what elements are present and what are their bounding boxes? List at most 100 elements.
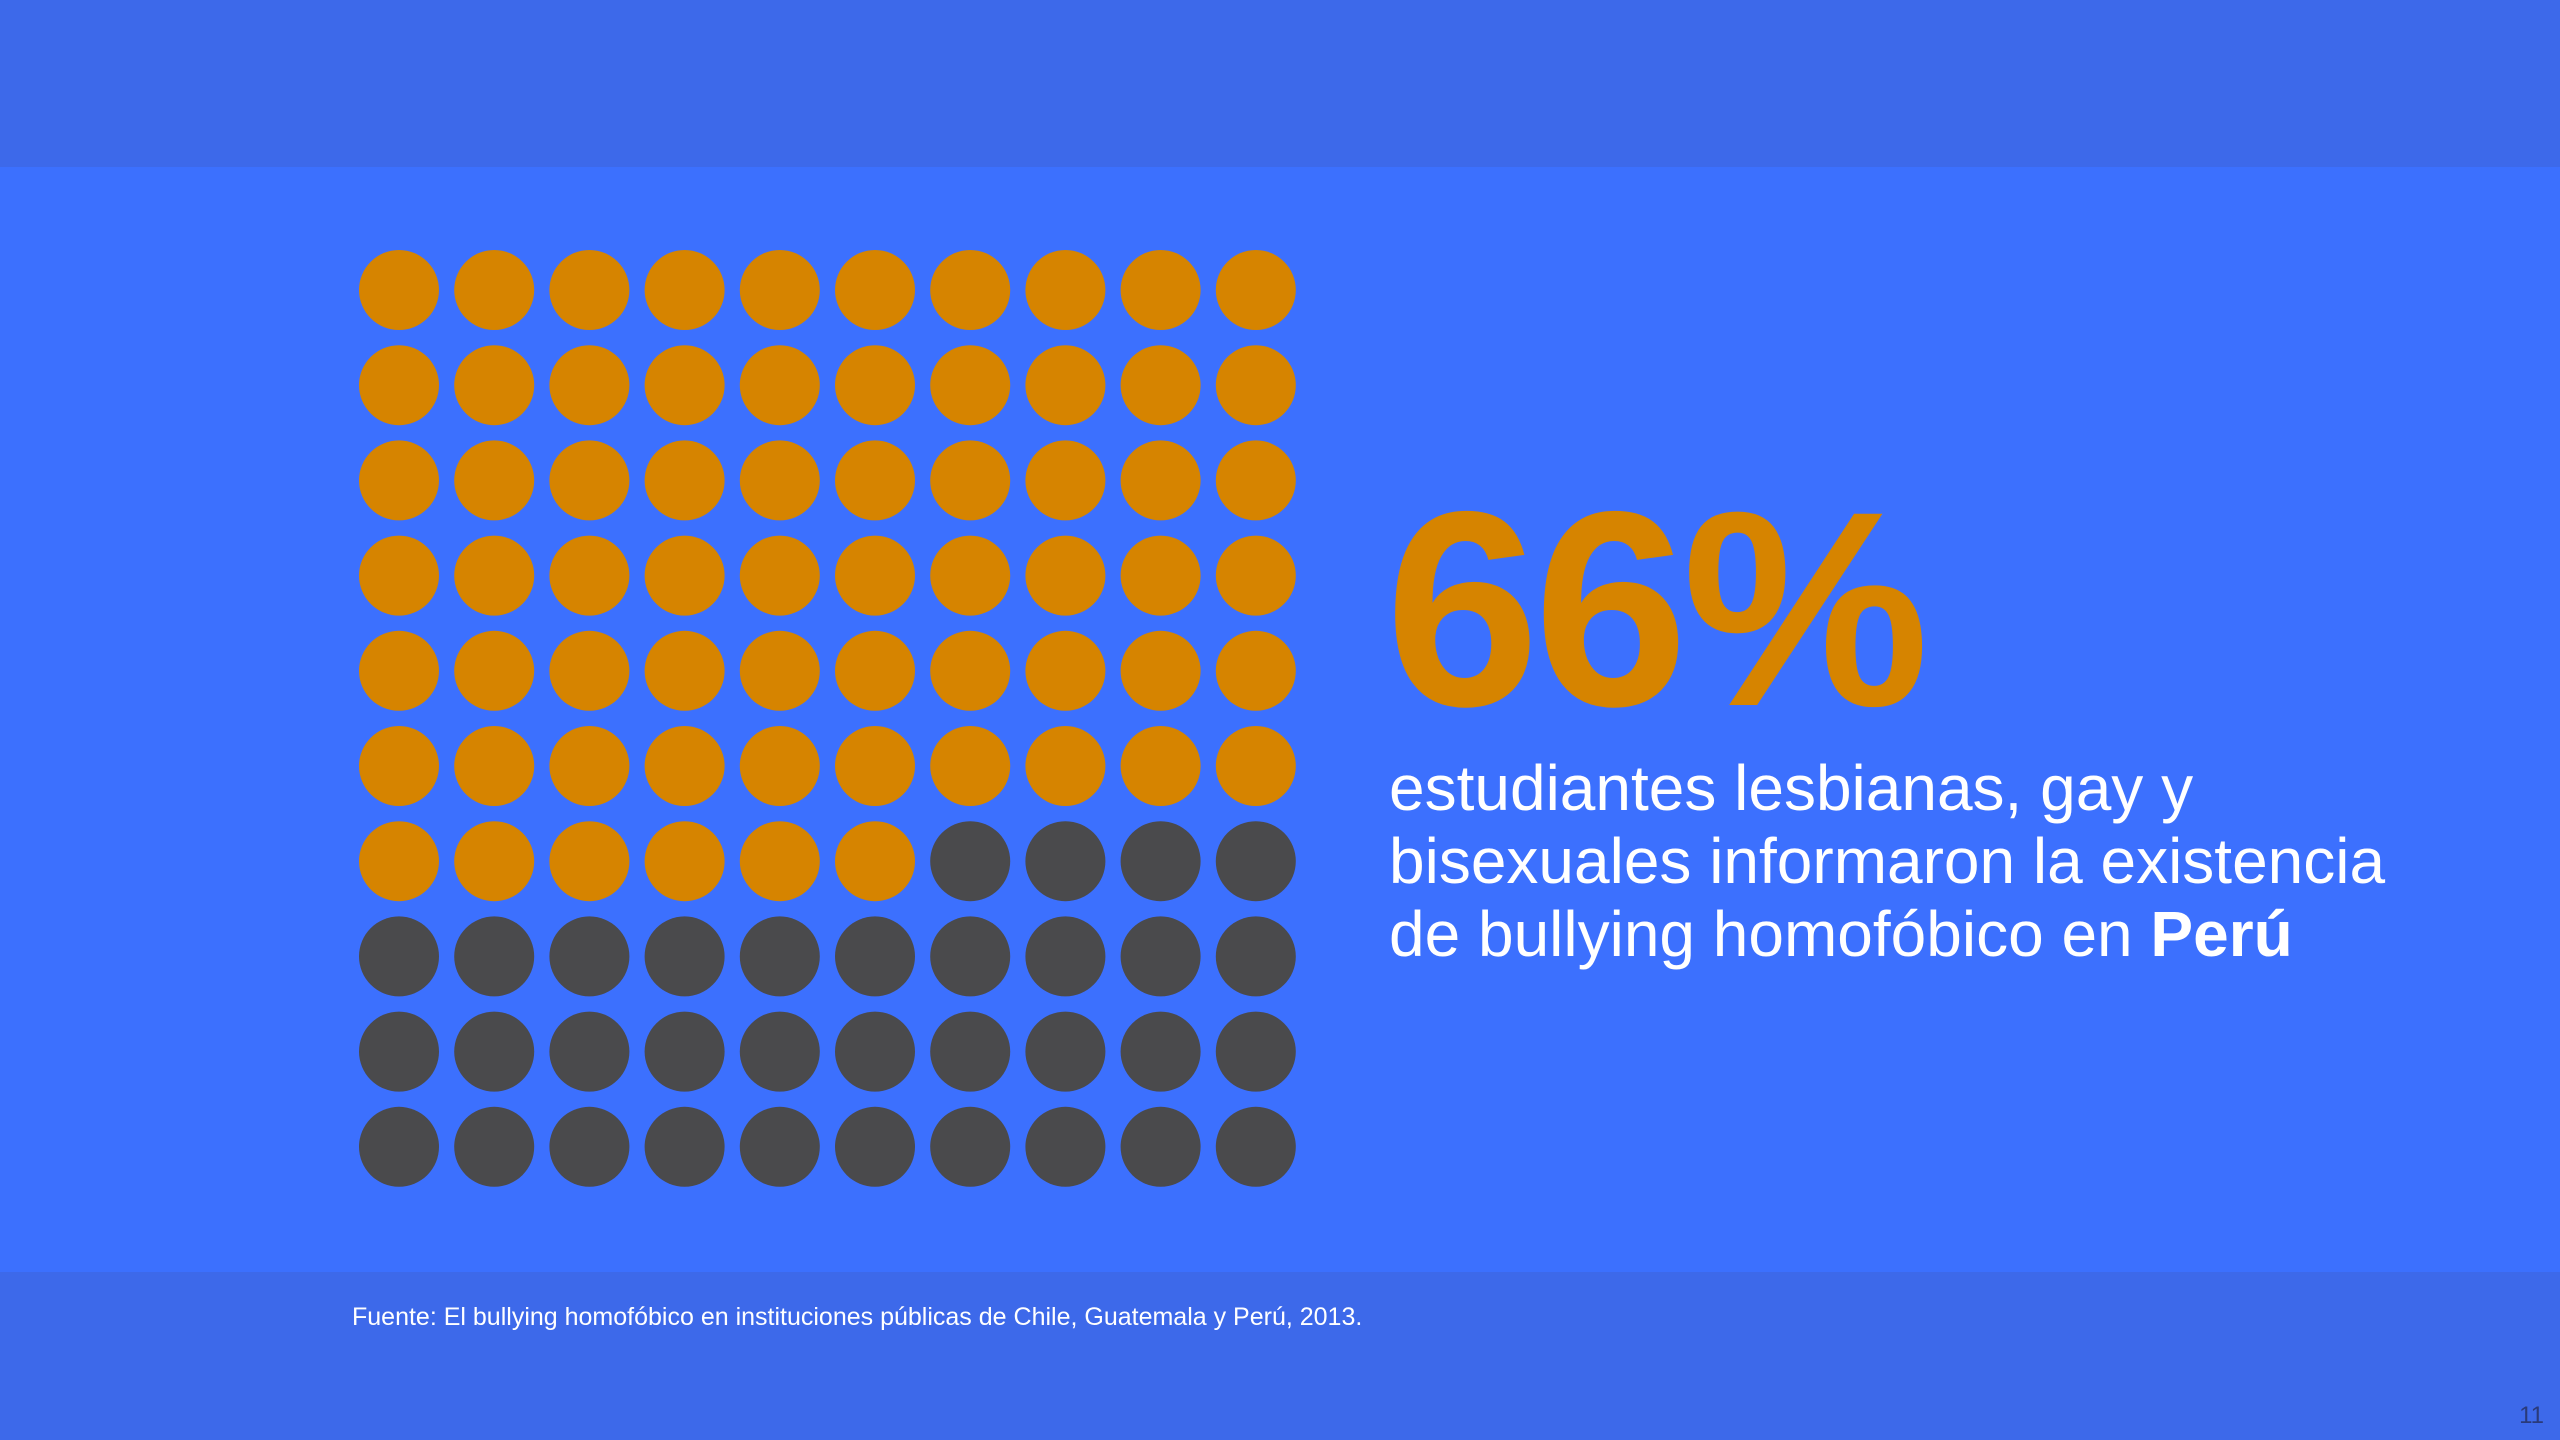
waffle-dot-highlighted: [549, 440, 630, 521]
description-bold-word: Perú: [2150, 898, 2293, 970]
waffle-dot-highlighted: [835, 440, 915, 521]
waffle-dot-highlighted: [739, 726, 820, 806]
waffle-dot: [930, 1106, 1011, 1187]
waffle-dot: [1215, 1106, 1296, 1187]
waffle-dot: [835, 916, 915, 997]
waffle-dot-highlighted: [739, 821, 820, 902]
waffle-dot: [549, 1011, 630, 1092]
waffle-dot: [644, 1106, 725, 1187]
waffle-dot-highlighted: [1215, 250, 1296, 330]
waffle-dot: [549, 1106, 630, 1187]
waffle-dot-highlighted: [739, 250, 820, 330]
waffle-dot-highlighted: [359, 440, 439, 521]
waffle-dot-highlighted: [739, 535, 820, 616]
waffle-dot-highlighted: [549, 726, 630, 806]
waffle-dot: [930, 916, 1011, 997]
waffle-dot-highlighted: [1025, 726, 1106, 806]
waffle-dot-highlighted: [930, 630, 1011, 711]
waffle-dot: [1120, 916, 1201, 997]
source-note: Fuente: El bullying homofóbico en instit…: [352, 1303, 1363, 1331]
waffle-dot-highlighted: [644, 726, 725, 806]
waffle-dot-highlighted: [359, 250, 439, 330]
waffle-dot-highlighted: [644, 821, 725, 902]
waffle-dot: [359, 916, 439, 997]
waffle-dot-highlighted: [930, 250, 1011, 330]
waffle-dot-highlighted: [1120, 535, 1201, 616]
waffle-dot-highlighted: [644, 630, 725, 711]
description-line-3: de bullying homofóbico en: [1389, 898, 2151, 970]
waffle-dot: [1025, 916, 1106, 997]
waffle-dot-highlighted: [454, 535, 535, 616]
waffle-dot-highlighted: [1025, 345, 1106, 426]
waffle-dot-highlighted: [644, 535, 725, 616]
waffle-dot-highlighted: [1025, 630, 1106, 711]
waffle-dot-highlighted: [930, 440, 1011, 521]
waffle-dot-highlighted: [454, 250, 535, 330]
waffle-dot: [1215, 1011, 1296, 1092]
waffle-dot-highlighted: [930, 535, 1011, 616]
waffle-dot-highlighted: [1120, 726, 1201, 806]
waffle-dot-highlighted: [1025, 250, 1106, 330]
waffle-dot: [359, 1106, 439, 1187]
waffle-dot-highlighted: [835, 250, 915, 330]
waffle-dot-highlighted: [1025, 535, 1106, 616]
waffle-dot-highlighted: [1120, 440, 1201, 521]
waffle-dot: [739, 1011, 820, 1092]
waffle-dot: [1120, 1011, 1201, 1092]
waffle-dot-highlighted: [835, 535, 915, 616]
percent-value: 66%: [1385, 453, 1929, 764]
waffle-dot-highlighted: [454, 345, 535, 426]
waffle-dot: [644, 1011, 725, 1092]
waffle-dot-highlighted: [1215, 726, 1296, 806]
waffle-dot-highlighted: [549, 821, 630, 902]
waffle-dot: [359, 1011, 439, 1092]
waffle-dot: [930, 821, 1011, 902]
waffle-dot: [739, 916, 820, 997]
waffle-dot-highlighted: [1120, 345, 1201, 426]
waffle-dot-highlighted: [359, 726, 439, 806]
waffle-dot: [1025, 821, 1106, 902]
waffle-dot: [930, 1011, 1011, 1092]
waffle-dot: [835, 1011, 915, 1092]
waffle-dot-highlighted: [549, 345, 630, 426]
waffle-dot-highlighted: [739, 630, 820, 711]
waffle-dot: [454, 1011, 535, 1092]
waffle-dot: [1025, 1106, 1106, 1187]
waffle-dot-highlighted: [454, 726, 535, 806]
waffle-dot-highlighted: [549, 630, 630, 711]
waffle-chart: [359, 250, 1296, 1187]
waffle-dot-highlighted: [835, 726, 915, 806]
waffle-dot: [549, 916, 630, 997]
waffle-dot: [1120, 821, 1201, 902]
waffle-dot-highlighted: [1215, 630, 1296, 711]
waffle-dot-highlighted: [739, 440, 820, 521]
waffle-dot-highlighted: [930, 726, 1011, 806]
waffle-dot: [644, 916, 725, 997]
waffle-dot: [1215, 821, 1296, 902]
waffle-dot-highlighted: [549, 250, 630, 330]
waffle-dot-highlighted: [359, 535, 439, 616]
top-band: [0, 0, 2560, 167]
waffle-dot: [1025, 1011, 1106, 1092]
waffle-dot-highlighted: [739, 345, 820, 426]
waffle-dot: [835, 1106, 915, 1187]
waffle-dot: [454, 916, 535, 997]
description-line-2: bisexuales informaron la existencia: [1389, 825, 2386, 897]
waffle-dot-highlighted: [930, 345, 1011, 426]
waffle-dot-highlighted: [644, 345, 725, 426]
waffle-dot-highlighted: [835, 345, 915, 426]
waffle-dot-highlighted: [644, 250, 725, 330]
waffle-dot: [1215, 916, 1296, 997]
waffle-dot-highlighted: [835, 821, 915, 902]
waffle-dot-highlighted: [1120, 630, 1201, 711]
waffle-dot-highlighted: [1215, 535, 1296, 616]
description-text: estudiantes lesbianas, gay y bisexuales …: [1389, 752, 2529, 971]
waffle-dot: [1120, 1106, 1201, 1187]
bottom-band: [0, 1272, 2560, 1440]
waffle-dot-highlighted: [359, 345, 439, 426]
page-number: 11: [2519, 1402, 2544, 1429]
waffle-dot-highlighted: [549, 535, 630, 616]
waffle-dot-highlighted: [1025, 440, 1106, 521]
description-line-1: estudiantes lesbianas, gay y: [1389, 752, 2194, 824]
